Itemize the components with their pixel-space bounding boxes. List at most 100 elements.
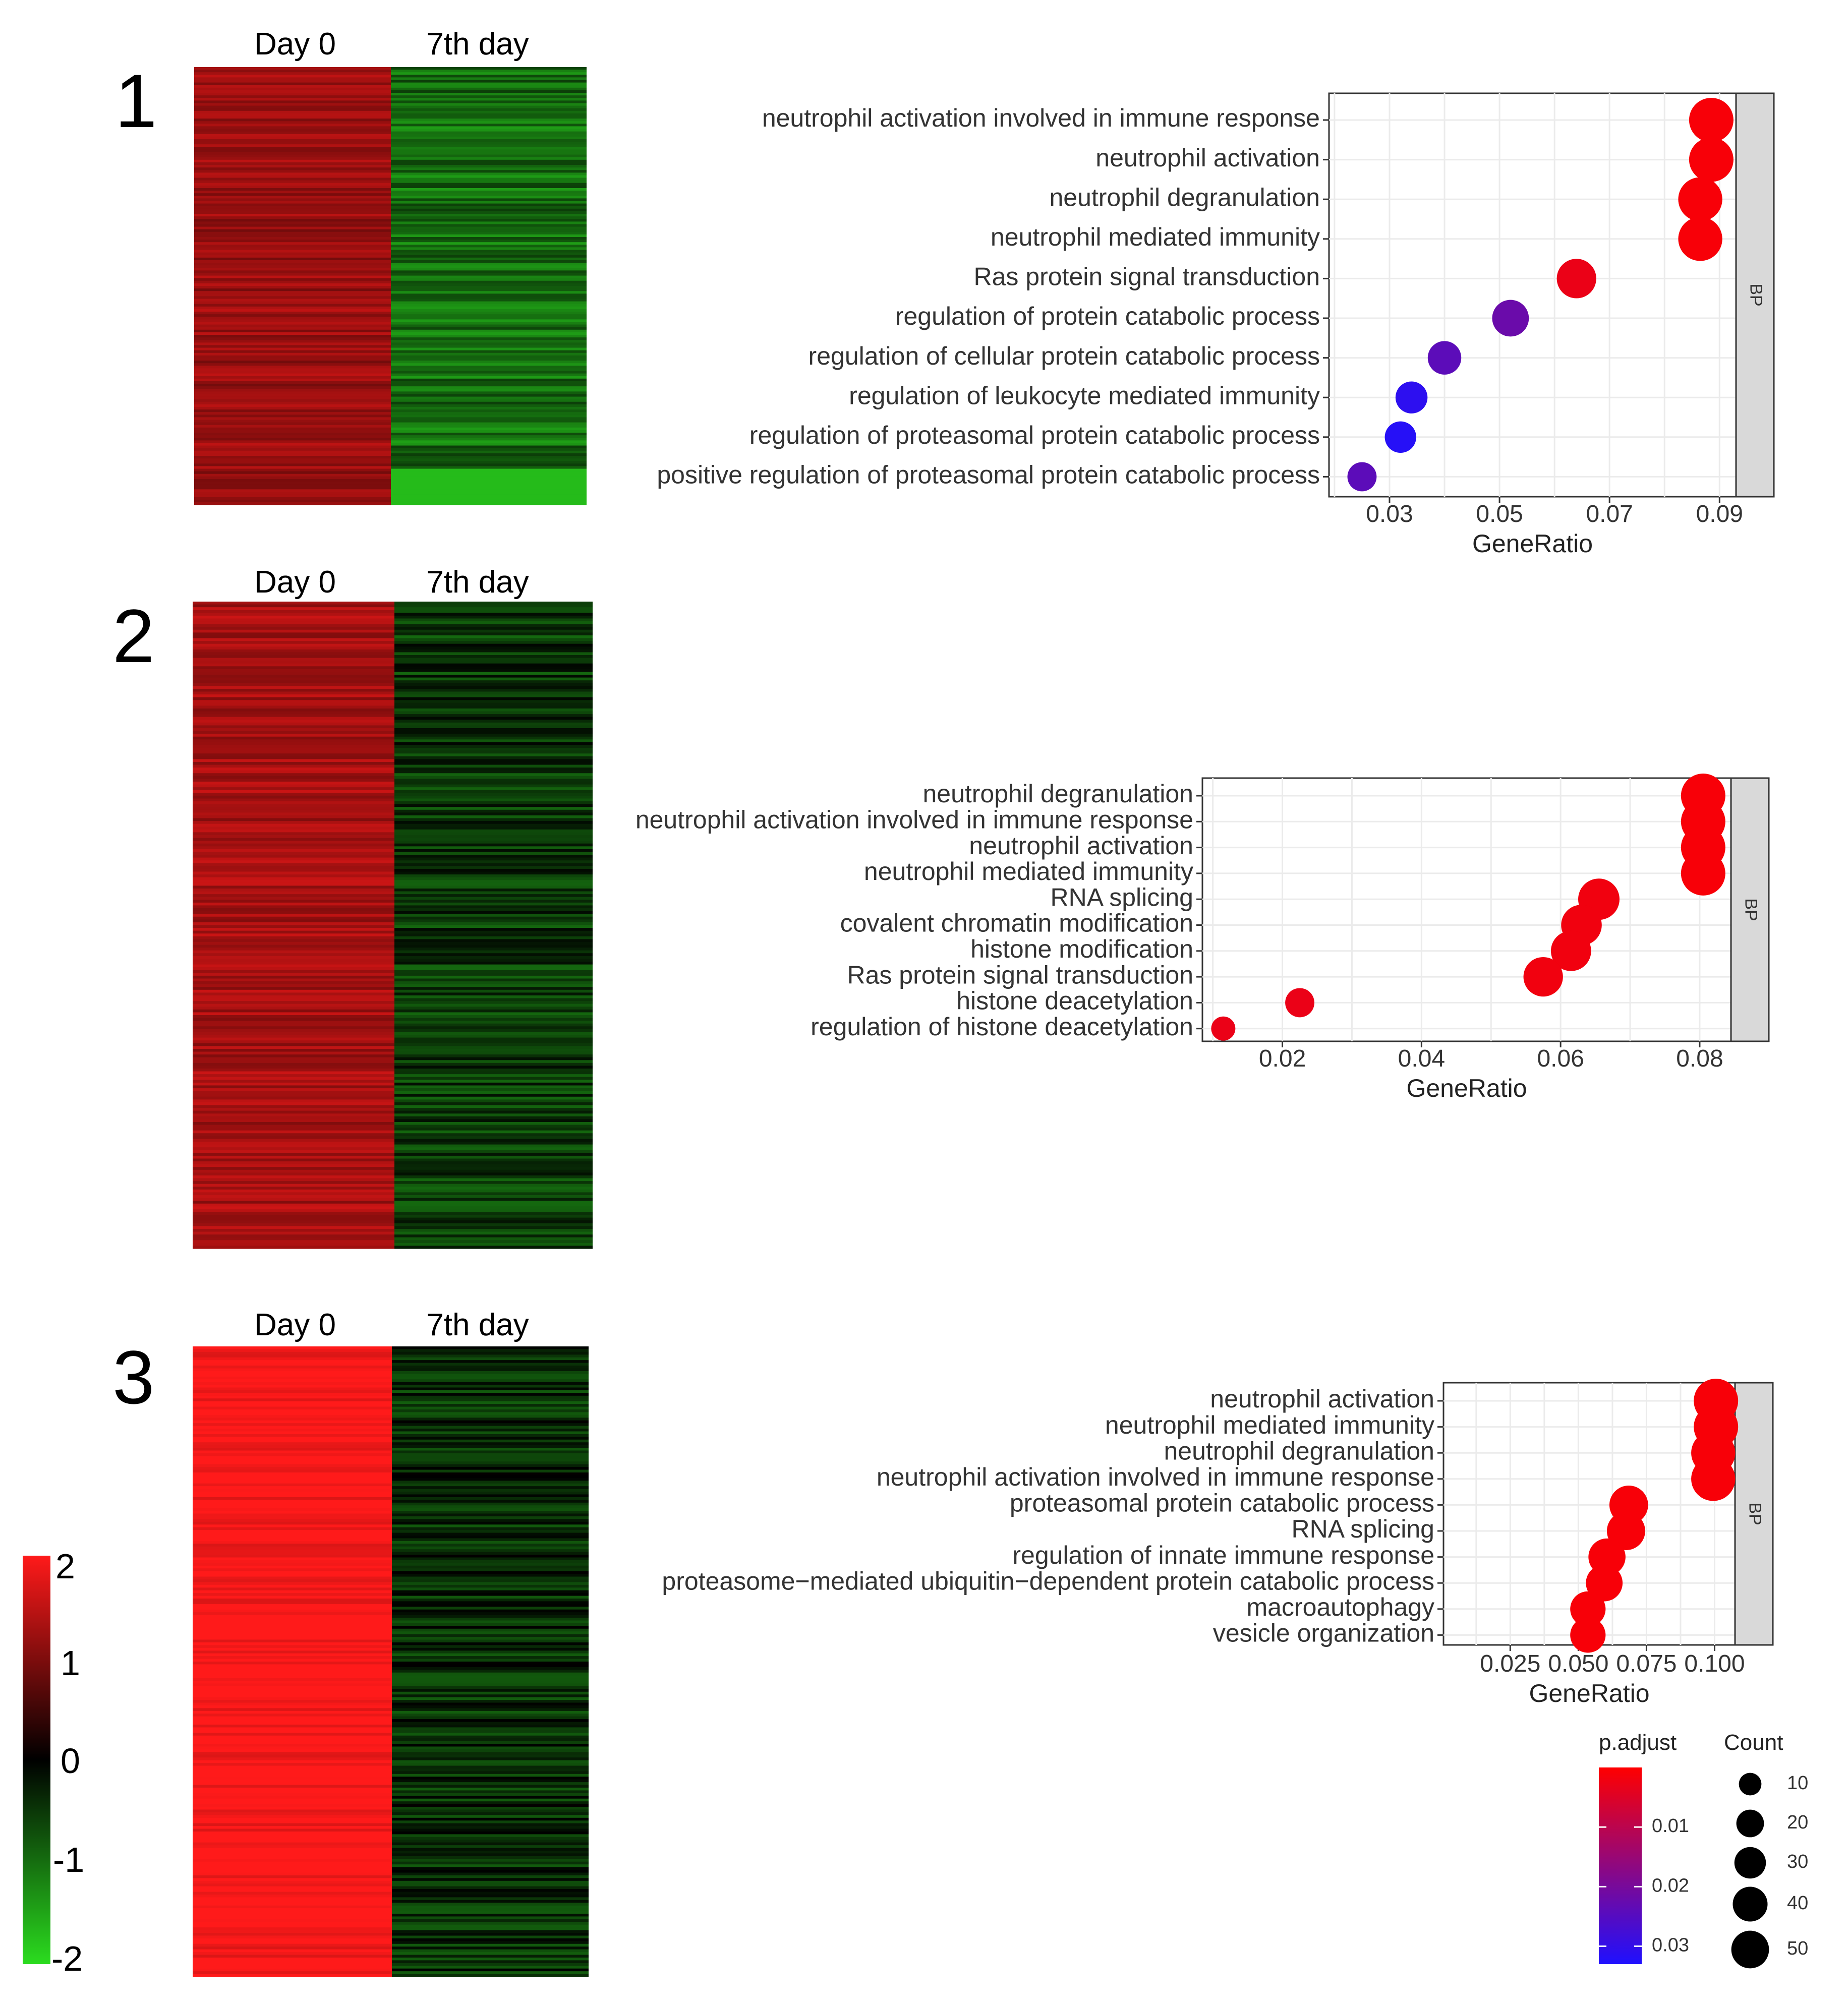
- heatmap-cell: [193, 1161, 394, 1165]
- heatmap-cell: [193, 1450, 392, 1454]
- heatmap-cell: [392, 1544, 589, 1547]
- heatmap-cell: [193, 1351, 392, 1355]
- heatmap-cell: [392, 1697, 589, 1700]
- heatmap-cell: [391, 188, 587, 191]
- heatmap-cell: [394, 705, 593, 709]
- heatmap-cell: [194, 293, 391, 297]
- heatmap-cell: [194, 201, 391, 204]
- heatmap-cell: [392, 1883, 589, 1887]
- heatmap-cell: [394, 956, 593, 960]
- heatmap-cell: [194, 275, 391, 279]
- heatmap-cell: [392, 1366, 589, 1369]
- heatmap-cell: [394, 936, 593, 939]
- heatmap-cell: [392, 1612, 589, 1616]
- heatmap-cell: [193, 1555, 392, 1558]
- heatmap-cell: [193, 1037, 394, 1041]
- heatmap-cell: [193, 1220, 394, 1224]
- heatmap-cell: [394, 635, 593, 639]
- heatmap-cell: [392, 1941, 589, 1944]
- heatmap-cell: [193, 1026, 394, 1030]
- heatmap-cell: [193, 1774, 392, 1777]
- heatmap-cell: [391, 85, 587, 88]
- heatmap-cell: [394, 702, 593, 706]
- heatmap-cell: [193, 1390, 392, 1393]
- heatmap-cell: [193, 1519, 392, 1522]
- count-key-dot: [1739, 1773, 1762, 1796]
- heatmap-cell: [394, 688, 593, 692]
- heatmap-cell: [392, 1856, 589, 1859]
- heatmap-cell: [391, 147, 587, 150]
- heatmap-cell: [193, 941, 394, 946]
- heatmap-cell: [394, 882, 593, 887]
- heatmap-cell: [193, 1796, 392, 1799]
- heatmap-cell: [392, 1798, 589, 1802]
- heatmap-cell: [392, 1957, 589, 1961]
- heatmap-cell: [193, 768, 394, 771]
- facet-strip: [1730, 777, 1770, 1042]
- heatmap-cell: [193, 1757, 392, 1761]
- heatmap-cell: [194, 270, 391, 274]
- heatmap-cell: [394, 888, 593, 892]
- heatmap-cell: [193, 1012, 394, 1016]
- heatmap-3: [193, 1346, 589, 1977]
- y-tick-label: neutrophil degranulation: [922, 780, 1193, 808]
- heatmap-cell: [394, 914, 593, 917]
- heatmap-cell: [194, 433, 391, 436]
- heatmap-cell: [194, 322, 391, 325]
- heatmap-cell: [193, 809, 394, 813]
- heatmap-cell: [394, 1048, 593, 1052]
- data-point: [1550, 930, 1591, 971]
- heatmap-cell: [194, 154, 391, 158]
- heatmap-cell: [194, 355, 391, 359]
- data-point: [1211, 1016, 1236, 1041]
- heatmap-cell: [394, 1142, 593, 1145]
- heatmap-cell: [193, 902, 394, 906]
- heatmap-cell: [394, 759, 593, 762]
- heatmap-cell: [194, 484, 391, 487]
- heatmap-cell: [391, 306, 587, 310]
- heatmap-cell: [394, 857, 593, 861]
- heatmap-cell: [193, 1363, 392, 1366]
- heatmap-cell: [193, 1689, 392, 1692]
- heatmap-cell: [193, 700, 394, 703]
- heatmap-cell: [392, 1861, 589, 1865]
- heatmap-cell: [193, 1662, 392, 1665]
- heatmap-cell: [394, 1018, 593, 1021]
- heatmap-cell: [391, 129, 587, 132]
- heatmap-cell: [194, 384, 391, 387]
- heatmap-cell: [391, 337, 587, 340]
- heatmap-cell: [391, 350, 587, 353]
- heatmap-cell: [391, 497, 587, 500]
- heatmap-cell: [193, 1587, 392, 1591]
- heatmap-cell: [392, 1423, 589, 1427]
- heatmap-cell: [193, 818, 394, 821]
- heatmap-cell: [193, 1785, 392, 1788]
- heatmap-cell: [194, 280, 391, 284]
- heatmap-cell: [194, 185, 391, 189]
- heatmap-cell: [193, 1807, 392, 1810]
- heatmap-cell: [394, 1161, 593, 1165]
- heatmap-cell: [193, 1360, 392, 1364]
- heatmap-cell: [194, 327, 391, 330]
- heatmap-cell: [392, 1406, 589, 1410]
- heatmap-cell: [193, 641, 394, 644]
- heatmap-cell: [193, 731, 394, 734]
- panel-number-3: 3: [112, 1335, 154, 1420]
- heatmap-cell: [194, 394, 391, 397]
- heatmap-cell: [193, 1733, 392, 1736]
- heatmap-cell: [394, 1164, 593, 1167]
- heatmap-cell: [394, 1108, 593, 1111]
- heatmap-cell: [193, 1187, 394, 1190]
- heatmap-cell: [392, 1541, 589, 1544]
- heatmap-cell: [394, 905, 593, 909]
- heatmap-cell: [194, 474, 391, 477]
- heatmap-cell: [194, 319, 391, 323]
- heatmap-cell: [193, 1725, 392, 1728]
- heatmap-cell: [392, 1587, 589, 1591]
- heatmap-cell: [394, 602, 593, 605]
- heatmap-cell: [392, 1662, 589, 1665]
- heatmap-cell: [392, 1749, 589, 1752]
- heatmap-cell: [193, 1110, 394, 1114]
- heatmap-cell: [394, 1035, 593, 1038]
